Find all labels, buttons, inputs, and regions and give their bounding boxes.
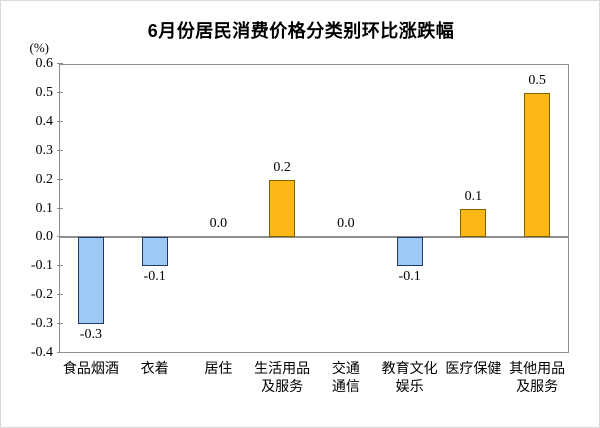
bar-value-label: 0.2 — [273, 159, 291, 175]
y-axis-tick-label: 0.4 — [35, 113, 54, 129]
y-axis-tick-mark — [57, 265, 63, 267]
x-axis-category-label: 教育文化 娱乐 — [378, 359, 442, 395]
bar-value-label: 0.0 — [337, 216, 355, 232]
y-axis-tick-mark — [57, 294, 63, 296]
x-axis-category-label-line: 通信 — [331, 378, 360, 394]
x-axis-category-label-line: 及服务 — [261, 378, 304, 394]
bar-2 — [141, 237, 168, 267]
bar-value-label: -0.1 — [143, 269, 166, 285]
x-axis-category-label: 生活用品 及服务 — [250, 359, 314, 395]
x-axis-category-label: 衣着 — [123, 359, 187, 377]
y-axis-tick-label: 0.0 — [35, 229, 54, 245]
x-axis-category-label: 居住 — [187, 359, 251, 377]
y-axis-tick-mark — [57, 323, 63, 325]
y-axis-tick-mark — [57, 178, 63, 180]
x-axis-category-label-line: 及服务 — [516, 378, 559, 394]
x-axis-category-label: 交通 通信 — [314, 359, 378, 395]
bar-value-label: 0.1 — [464, 188, 483, 204]
bar-4 — [269, 179, 296, 238]
y-axis-unit-label: (%) — [29, 40, 50, 55]
x-axis-category-label-line: 食品烟酒 — [62, 360, 119, 376]
x-axis-category-label-line: 其他用品 — [509, 360, 566, 376]
y-axis-tick-label: 0.3 — [35, 142, 54, 158]
y-axis-tick-mark — [57, 120, 63, 122]
chart-title: 6月份居民消费价格分类别环比涨跌幅 — [147, 21, 455, 41]
y-axis-tick-label: 0.6 — [35, 56, 54, 71]
y-axis-tick-label: 0.5 — [35, 84, 54, 100]
x-axis-category-label-line: 衣着 — [140, 360, 169, 376]
y-axis-tick-label: -0.3 — [30, 316, 53, 332]
y-axis-tick-mark — [57, 149, 63, 151]
plot-area — [59, 64, 569, 353]
x-axis-category-label-line: 交通 — [331, 360, 360, 376]
bar-value-label: -0.1 — [398, 269, 421, 285]
zero-axis-line — [59, 236, 569, 239]
x-axis-category-label: 医疗保健 — [442, 359, 506, 377]
y-axis-tick-mark — [57, 91, 63, 93]
x-axis-category-label: 其他用品 及服务 — [505, 359, 569, 395]
bar-8 — [524, 92, 551, 238]
y-axis-tick-label: 0.2 — [35, 171, 54, 187]
y-axis-tick-label: -0.1 — [30, 258, 53, 274]
bar-1 — [77, 237, 104, 325]
y-axis-tick-mark — [57, 63, 63, 64]
bar-value-label: 0.5 — [528, 72, 546, 88]
bar-6 — [396, 237, 423, 267]
x-axis-category-label: 食品烟酒 — [59, 359, 123, 377]
bar-value-label: 0.0 — [209, 216, 228, 232]
bar-7 — [460, 208, 487, 238]
x-axis-category-label-line: 教育文化 — [381, 360, 438, 376]
y-axis-tick-label: -0.2 — [30, 287, 53, 303]
y-axis-tick-label: 0.1 — [35, 200, 54, 216]
bar-value-label: -0.3 — [79, 327, 102, 343]
x-axis-category-label-line: 居住 — [204, 360, 233, 376]
x-axis-category-label-line: 生活用品 — [254, 360, 311, 376]
y-axis-tick-mark — [57, 352, 63, 353]
x-axis-category-label-line: 娱乐 — [395, 378, 424, 394]
y-axis-tick-mark — [57, 207, 63, 209]
x-axis-category-label-line: 医疗保健 — [445, 360, 502, 376]
y-axis-tick-label: -0.4 — [30, 345, 53, 360]
